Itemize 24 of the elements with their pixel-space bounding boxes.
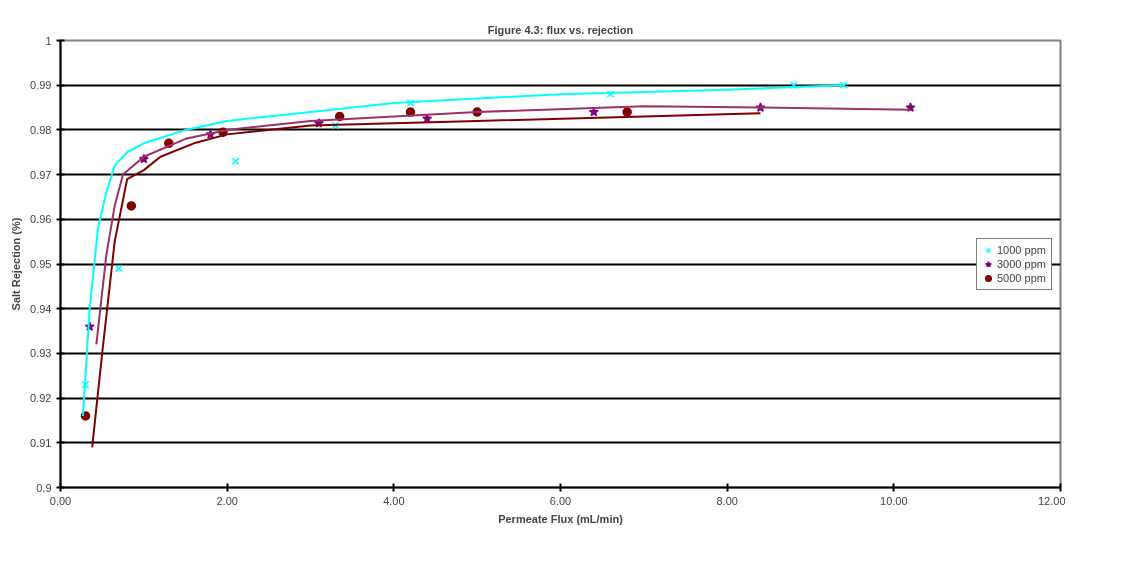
y-tick-label: 0.93 — [30, 347, 52, 360]
legend-label: 3000 ppm — [997, 256, 1047, 271]
y-tick-label: 0.98 — [30, 123, 52, 136]
x-tick-label: 10.00 — [880, 494, 908, 507]
legend-label: 1000 ppm — [997, 242, 1047, 257]
y-tick-label: 0.91 — [30, 436, 52, 449]
x-tick-label: 8.00 — [716, 494, 738, 507]
y-tick-label: 0.95 — [30, 258, 52, 270]
y-tick-label: 0.92 — [30, 392, 52, 405]
y-tick-label: 0.94 — [30, 302, 52, 315]
y-tick-label: 1 — [45, 34, 52, 47]
x-tick-label: 0.00 — [49, 494, 72, 507]
y-tick-label: 0.97 — [30, 168, 52, 181]
y-tick-label: 0.99 — [30, 79, 52, 92]
y-tick-label: 0.96 — [30, 213, 52, 226]
x-tick-label: 6.00 — [549, 494, 572, 507]
x-axis-title: Permeate Flux (mL/min) — [498, 512, 624, 525]
y-tick-label: 0.9 — [36, 481, 52, 494]
x-tick-label: 4.00 — [383, 494, 405, 507]
x-tick-label: 12.00 — [1037, 494, 1066, 507]
chart-title: Figure 4.3: flux vs. rejection — [487, 23, 634, 36]
legend-label: 5000 ppm — [997, 270, 1047, 285]
y-axis-title: Salt Rejection (%) — [10, 217, 23, 311]
x-tick-label: 2.00 — [216, 494, 238, 507]
